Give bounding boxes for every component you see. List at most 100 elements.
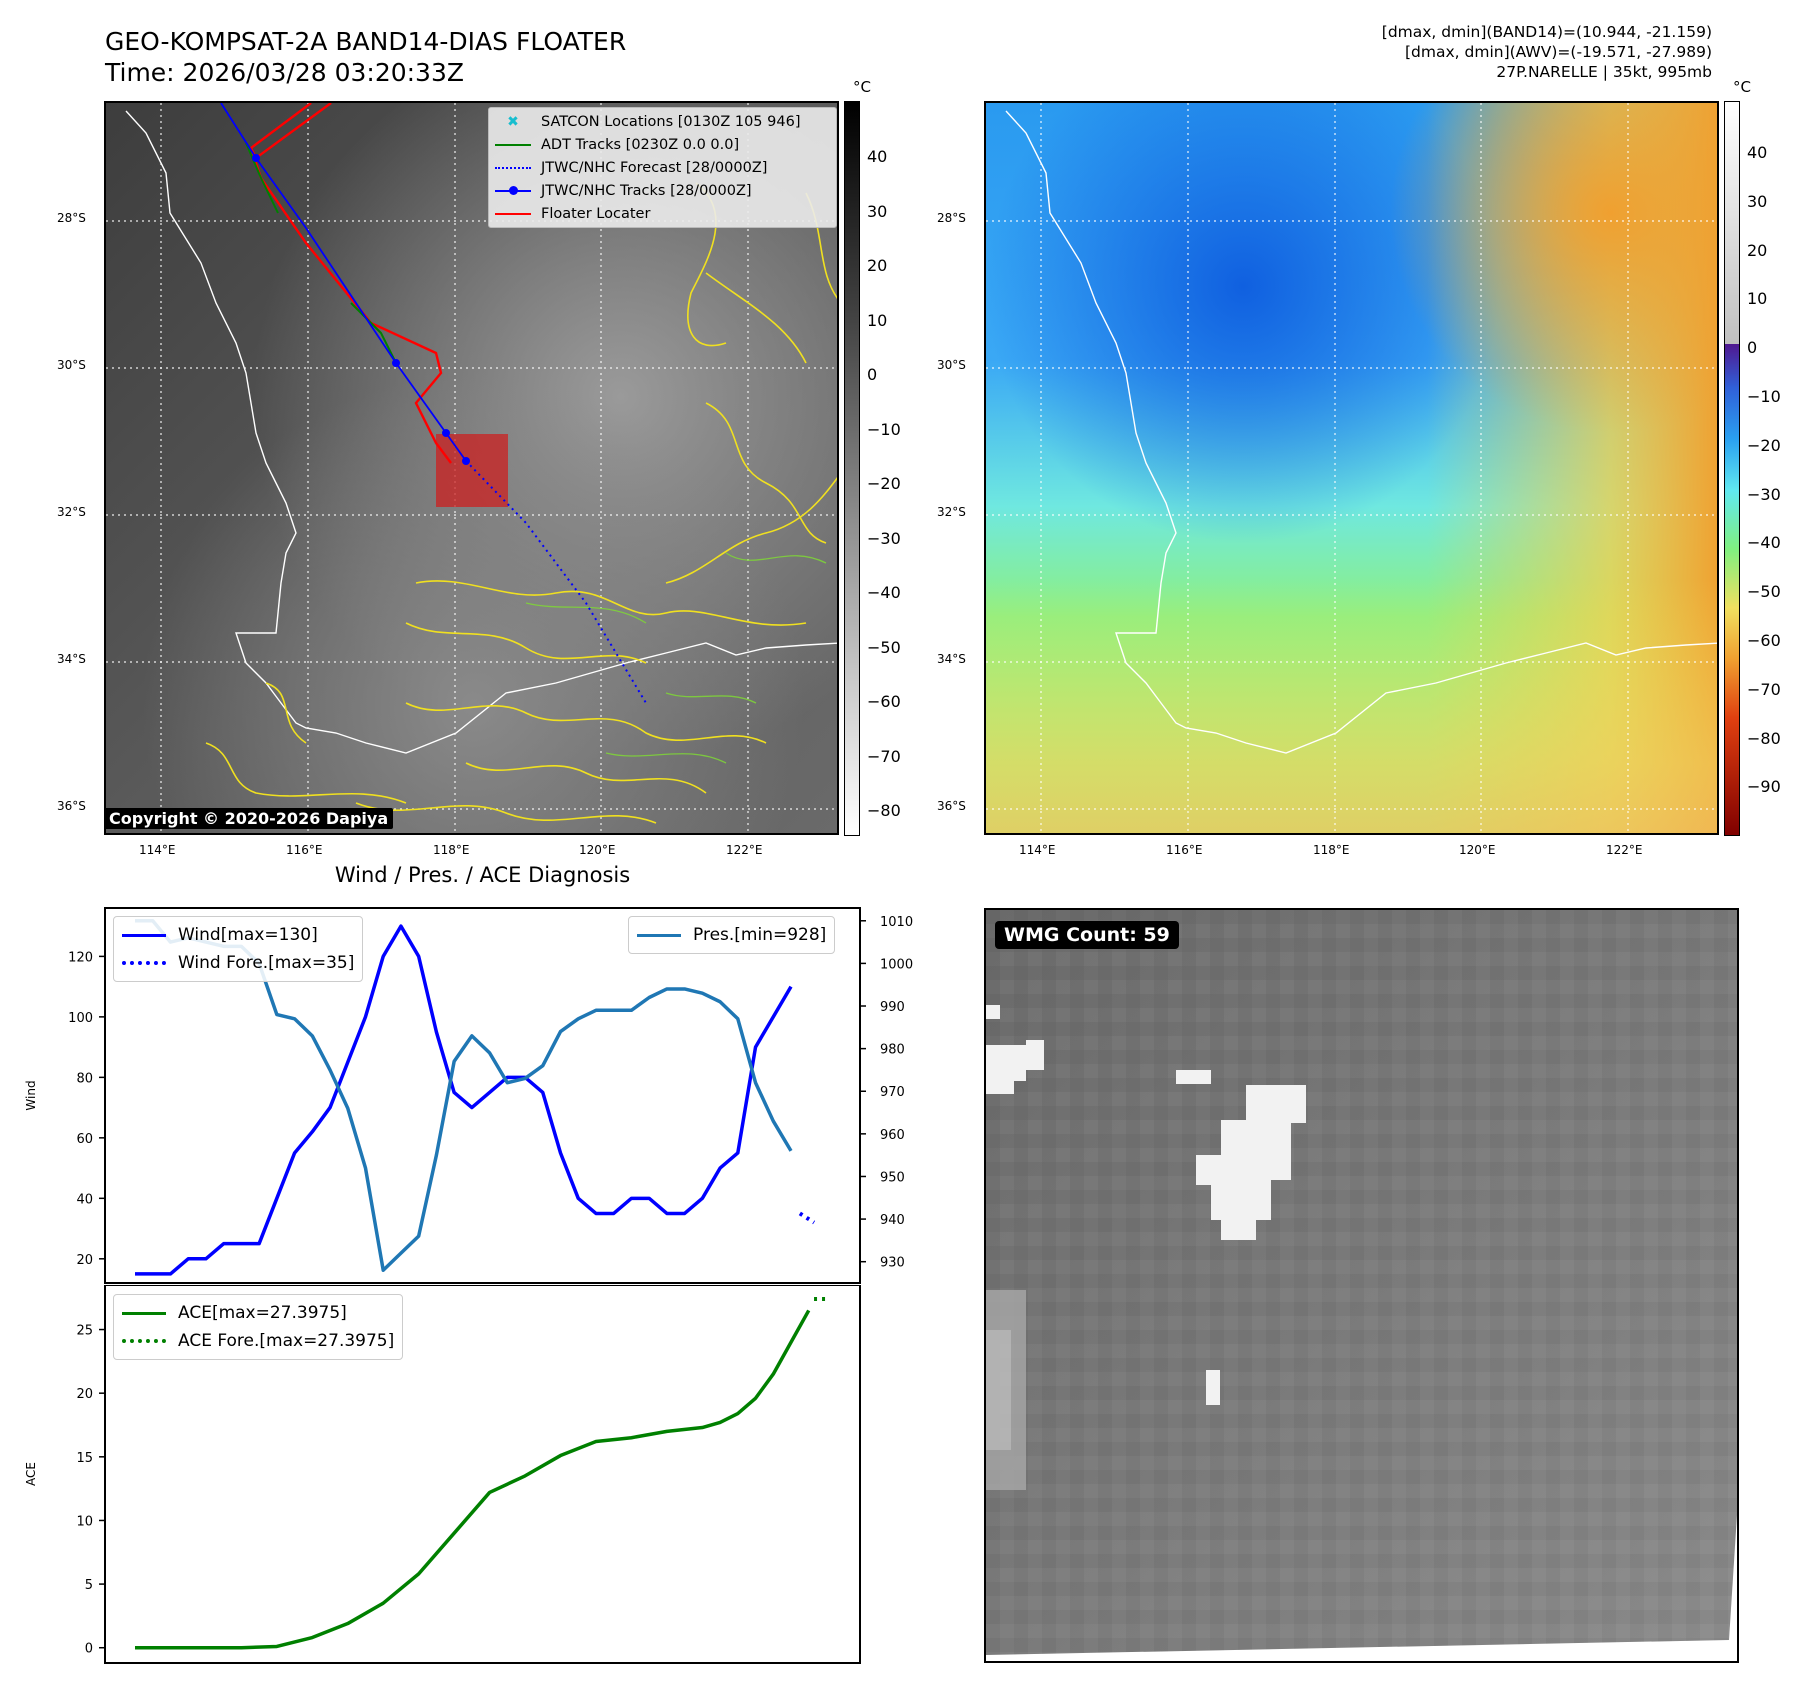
awv-lat-label: 32°S	[937, 505, 966, 519]
awv-lat-label: 30°S	[937, 358, 966, 372]
legend-wind-fore: Wind Fore.[max=35]	[122, 949, 354, 977]
ylabel: ACE	[24, 1462, 38, 1486]
awv-lat-label: 36°S	[937, 799, 966, 813]
storm-info: [dmax, dmin](BAND14)=(10.944, -21.159) [d…	[1382, 22, 1712, 82]
band14-lat-label: 34°S	[57, 652, 86, 666]
gray-colorbar-tick: 0	[867, 365, 878, 384]
awv-colorbar-tick: −50	[1747, 582, 1781, 602]
ace-legend: ACE[max=27.3975] ACE Fore.[max=27.3975]	[113, 1294, 404, 1360]
awv-colorbar-tick: −30	[1747, 484, 1781, 504]
line-swatch-icon	[495, 212, 531, 215]
band14-lon-label: 118°E	[433, 843, 470, 857]
floater-box	[436, 434, 508, 507]
ytick-right-label: 960	[880, 1128, 905, 1143]
copyright-badge: Copyright © 2020-2026 Dapiya	[104, 808, 394, 829]
band14-lat-label: 28°S	[57, 211, 86, 225]
band14-lon-label: 114°E	[139, 843, 176, 857]
info-storm: 27P.NARELLE | 35kt, 995mb	[1496, 63, 1712, 81]
ytick-label: 5	[85, 1578, 93, 1593]
line-swatch-icon	[637, 933, 681, 937]
band14-lat-label: 30°S	[57, 358, 86, 372]
line-swatch-icon	[495, 143, 531, 146]
series-line-wind-fore-	[798, 1211, 816, 1225]
ytick-label: 120	[68, 950, 93, 965]
gray-colorbar-tick: −30	[867, 528, 901, 548]
ytick-right-label: 990	[880, 1000, 905, 1015]
ytick-right-label: 950	[880, 1170, 905, 1185]
legend-ace-fore: ACE Fore.[max=27.3975]	[122, 1327, 394, 1355]
map-legend: ✖ SATCON Locations [0130Z 105 946] ADT Tr…	[488, 107, 837, 228]
dotted-swatch-icon	[495, 166, 531, 169]
ytick-right-label: 980	[880, 1043, 905, 1058]
legend-jtwc-tracks: JTWC/NHC Tracks [28/0000Z]	[495, 179, 830, 202]
jtwc-track	[220, 103, 467, 462]
ytick-label: 20	[76, 1387, 93, 1402]
awv-colorbar-tick: 40	[1747, 143, 1768, 162]
figure-title: GEO-KOMPSAT-2A BAND14-DIAS FLOATER Time: …	[105, 26, 626, 88]
awv-map	[986, 103, 1717, 833]
band14-lat-label: 32°S	[57, 505, 86, 519]
awv-lat-label: 34°S	[937, 652, 966, 666]
line-swatch-icon	[122, 1311, 166, 1315]
awv-lat-label: 28°S	[937, 211, 966, 225]
gray-colorbar-tick: 20	[867, 256, 888, 275]
ytick-label: 60	[76, 1132, 93, 1147]
legend-ace: ACE[max=27.3975]	[122, 1299, 394, 1327]
ytick-right-label: 930	[880, 1256, 905, 1271]
ytick-label: 25	[76, 1324, 93, 1339]
gray-colorbar-tick: −60	[867, 692, 901, 711]
gray-colorbar-tick: −50	[867, 637, 901, 657]
jtwc-forecast	[465, 460, 647, 704]
dotted-swatch-icon	[122, 961, 166, 965]
ytick-label: 10	[76, 1514, 93, 1529]
dotted-swatch-icon	[122, 1339, 166, 1343]
ytick-right-label: 1010	[880, 915, 913, 930]
awv-colorbar-tick: −20	[1747, 435, 1781, 455]
ytick-label: 20	[76, 1253, 93, 1268]
band14-lon-label: 120°E	[579, 843, 616, 857]
legend-jtwc-forecast: JTWC/NHC Forecast [28/0000Z]	[495, 156, 830, 179]
line-swatch-icon	[122, 933, 166, 937]
legend-floater: Floater Locater	[495, 202, 830, 225]
ytick-right-label: 940	[880, 1213, 905, 1228]
ytick-label: 0	[85, 1642, 93, 1657]
ytick-label: 40	[76, 1192, 93, 1207]
awv-colorbar-tick: −70	[1747, 679, 1781, 699]
info-band14: [dmax, dmin](BAND14)=(10.944, -21.159)	[1381, 23, 1712, 41]
gray-colorbar-tick: −40	[867, 583, 901, 602]
awv-colorbar-tick: −80	[1747, 728, 1781, 748]
ytick-right-label: 1000	[880, 957, 913, 972]
awv-lon-label: 116°E	[1166, 843, 1203, 857]
awv-colorbar-tick: −90	[1747, 777, 1781, 797]
gray-colorbar-tick: −20	[867, 474, 901, 493]
wind-legend: Wind[max=130] Wind Fore.[max=35]	[113, 916, 364, 982]
ace-chart: 0 5 10 15 20 25 ACE	[24, 1285, 861, 1664]
band14-lon-label: 122°E	[726, 843, 763, 857]
info-awv: [dmax, dmin](AWV)=(-19.571, -27.989)	[1405, 43, 1712, 61]
gray-colorbar-tick: −80	[867, 801, 901, 820]
x-marker-icon: ✖	[507, 113, 519, 130]
gray-colorbar-tick: −10	[867, 419, 901, 439]
awv-colorbar-tick: −10	[1747, 387, 1781, 406]
plot-frame	[104, 1285, 861, 1664]
gray-colorbar	[844, 101, 860, 836]
legend-wind: Wind[max=130]	[122, 921, 354, 949]
wmg-panel	[984, 908, 1739, 1663]
ytick-right-label: 970	[880, 1085, 905, 1100]
wmg-count-badge: WMG Count: 59	[995, 921, 1179, 949]
awv-colorbar-tick: 20	[1747, 240, 1768, 260]
awv-lon-label: 120°E	[1459, 843, 1496, 857]
gray-colorbar-tick: 40	[867, 147, 888, 166]
awv-colorbar-tick: −40	[1747, 533, 1781, 553]
series-line-wind	[135, 924, 793, 1276]
adt-track	[245, 142, 397, 364]
diagnosis-title: Wind / Pres. / ACE Diagnosis	[334, 863, 631, 887]
awv-colorbar-tick: 0	[1747, 338, 1758, 358]
gray-colorbar-tick: −70	[867, 746, 901, 766]
ytick-label: 80	[76, 1071, 93, 1086]
awv-lon-label: 118°E	[1313, 843, 1350, 857]
gray-colorbar-tick: 10	[867, 310, 888, 330]
band14-lat-label: 36°S	[57, 799, 86, 813]
awv-colorbar-tick: 10	[1747, 289, 1768, 309]
legend-satcon: ✖ SATCON Locations [0130Z 105 946]	[495, 110, 830, 133]
